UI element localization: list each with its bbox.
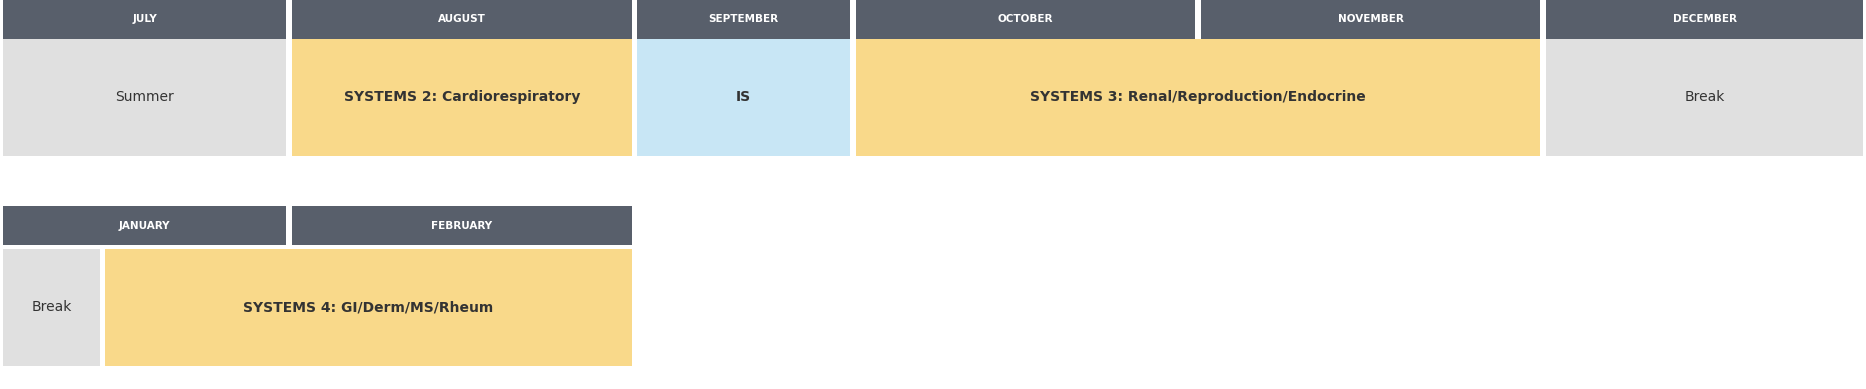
- FancyBboxPatch shape: [4, 206, 287, 245]
- Text: DECEMBER: DECEMBER: [1672, 14, 1737, 25]
- Text: SYSTEMS 3: Renal/Reproduction/Endocrine: SYSTEMS 3: Renal/Reproduction/Endocrine: [1030, 90, 1366, 104]
- Text: JANUARY: JANUARY: [119, 221, 170, 231]
- Text: IS: IS: [735, 90, 752, 104]
- Text: AUGUST: AUGUST: [439, 14, 485, 25]
- FancyBboxPatch shape: [855, 0, 1196, 39]
- Text: FEBRUARY: FEBRUARY: [431, 221, 493, 231]
- FancyBboxPatch shape: [1545, 0, 1862, 39]
- FancyBboxPatch shape: [1202, 0, 1539, 39]
- Text: SYSTEMS 4: GI/Derm/MS/Rheum: SYSTEMS 4: GI/Derm/MS/Rheum: [243, 300, 494, 314]
- FancyBboxPatch shape: [291, 0, 631, 39]
- Text: Break: Break: [1685, 90, 1724, 104]
- Text: SYSTEMS 2: Cardiorespiratory: SYSTEMS 2: Cardiorespiratory: [343, 90, 580, 104]
- FancyBboxPatch shape: [4, 0, 287, 39]
- Text: Summer: Summer: [116, 90, 174, 104]
- Text: OCTOBER: OCTOBER: [998, 14, 1052, 25]
- FancyBboxPatch shape: [4, 39, 287, 156]
- FancyBboxPatch shape: [638, 0, 851, 39]
- Text: Break: Break: [32, 300, 71, 314]
- FancyBboxPatch shape: [638, 39, 851, 156]
- FancyBboxPatch shape: [855, 39, 1541, 156]
- Text: JULY: JULY: [132, 14, 157, 25]
- FancyBboxPatch shape: [4, 249, 101, 366]
- FancyBboxPatch shape: [1545, 39, 1862, 156]
- Text: SEPTEMBER: SEPTEMBER: [709, 14, 778, 25]
- FancyBboxPatch shape: [291, 206, 631, 245]
- FancyBboxPatch shape: [104, 249, 631, 366]
- FancyBboxPatch shape: [291, 39, 631, 156]
- Text: NOVEMBER: NOVEMBER: [1338, 14, 1403, 25]
